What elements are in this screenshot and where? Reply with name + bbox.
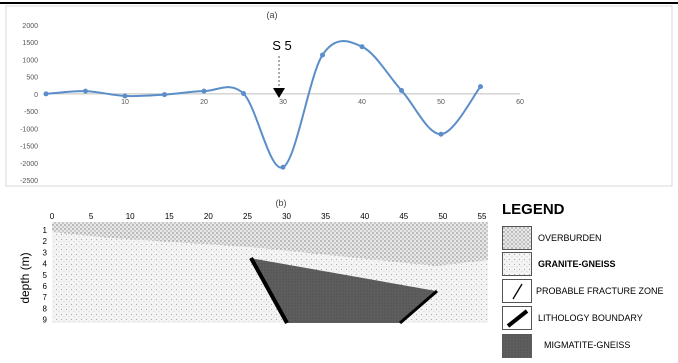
distance-tick-label: 5 — [89, 212, 94, 221]
data-point — [201, 88, 207, 94]
chart-a: (a) 2000 1500 1000 500 0 -500 -1000 -1500 -2000 -… — [0, 2, 678, 187]
data-point — [320, 52, 325, 58]
fracture-zone-swatch — [502, 279, 532, 303]
x-tick-label: 30 — [279, 99, 287, 106]
distance-tick-label: 35 — [321, 212, 330, 221]
migmatite-gneiss-body — [250, 258, 436, 323]
data-point — [359, 44, 365, 50]
x-tick-label: 20 — [200, 99, 208, 106]
depth-tick-label: 2 — [43, 237, 48, 246]
s5-arrowhead — [273, 88, 285, 98]
data-point — [122, 93, 128, 99]
y-tick-label: 0 — [34, 92, 38, 99]
distance-tick-label: 45 — [399, 212, 408, 221]
y-tick-label: -500 — [24, 109, 38, 116]
chart-a-title: (a) — [267, 10, 278, 20]
distance-tick-label: 20 — [204, 212, 213, 221]
y-tick-label: 2000 — [22, 23, 38, 30]
y-tick-label: 500 — [26, 75, 38, 82]
x-tick-label: 40 — [358, 99, 366, 106]
distance-tick-label: 10 — [126, 212, 135, 221]
x-tick-label: 60 — [516, 99, 524, 106]
data-point — [241, 91, 246, 97]
overburden-swatch — [502, 226, 532, 250]
data-point — [399, 87, 404, 93]
chart-b-title: (b) — [276, 198, 287, 208]
lithology-boundary-swatch — [502, 306, 532, 330]
depth-tick-label: 9 — [43, 316, 48, 325]
y-tick-label: -1500 — [20, 144, 38, 151]
data-point — [43, 91, 49, 97]
data-point — [83, 88, 88, 94]
distance-tick-label: 25 — [243, 212, 252, 221]
data-point — [438, 131, 444, 137]
legend: LEGEND OVERBURDEN GRANITE-GNEISS PROBABL… — [496, 199, 678, 363]
legend-label-granite-gneiss: GRANITE-GNEISS — [538, 259, 616, 269]
depth-tick-label: 6 — [43, 282, 48, 291]
depth-axis-label: depth (m) — [18, 252, 32, 303]
y-tick-label: -2000 — [20, 161, 38, 168]
data-point — [478, 84, 483, 90]
x-tick-label: 10 — [121, 99, 129, 106]
depth-tick-label: 1 — [43, 226, 48, 235]
y-tick-label: -2500 — [20, 178, 38, 185]
legend-label-migmatite-gneiss: MIGMATITE-GNEISS — [544, 340, 631, 350]
legend-label-lithology-boundary: LITHOLOGY BOUNDARY — [538, 313, 643, 323]
y-tick-label: 1000 — [22, 57, 38, 64]
y-tick-label: 1500 — [22, 40, 38, 47]
s5-label: S 5 — [272, 38, 292, 53]
legend-title: LEGEND — [502, 201, 565, 218]
depth-tick-label: 4 — [43, 260, 48, 269]
distance-tick-label: 30 — [282, 212, 291, 221]
depth-tick-label: 8 — [43, 304, 48, 313]
chart-a-frame — [5, 5, 673, 187]
y-tick-label: -1000 — [20, 126, 38, 133]
depth-tick-label: 7 — [43, 293, 48, 302]
depth-tick-label: 3 — [43, 248, 48, 257]
distance-tick-label: 50 — [438, 212, 447, 221]
distance-tick-label: 40 — [360, 212, 369, 221]
data-point — [280, 164, 286, 170]
legend-label-fracture-zone: PROBABLE FRACTURE ZONE — [536, 286, 664, 296]
granite-gneiss-swatch — [502, 252, 532, 276]
overburden-layer — [52, 222, 488, 266]
lithology-boundary-line — [249, 257, 289, 324]
migmatite-gneiss-swatch — [502, 334, 532, 358]
distance-tick-label: 15 — [165, 212, 174, 221]
distance-tick-label: 0 — [50, 212, 55, 221]
legend-label-overburden: OVERBURDEN — [538, 233, 602, 243]
data-point — [162, 92, 167, 98]
lithology-boundary-line — [399, 289, 438, 325]
distance-tick-label: 55 — [478, 212, 487, 221]
x-tick-label: 50 — [437, 99, 445, 106]
depth-tick-label: 5 — [43, 271, 48, 280]
